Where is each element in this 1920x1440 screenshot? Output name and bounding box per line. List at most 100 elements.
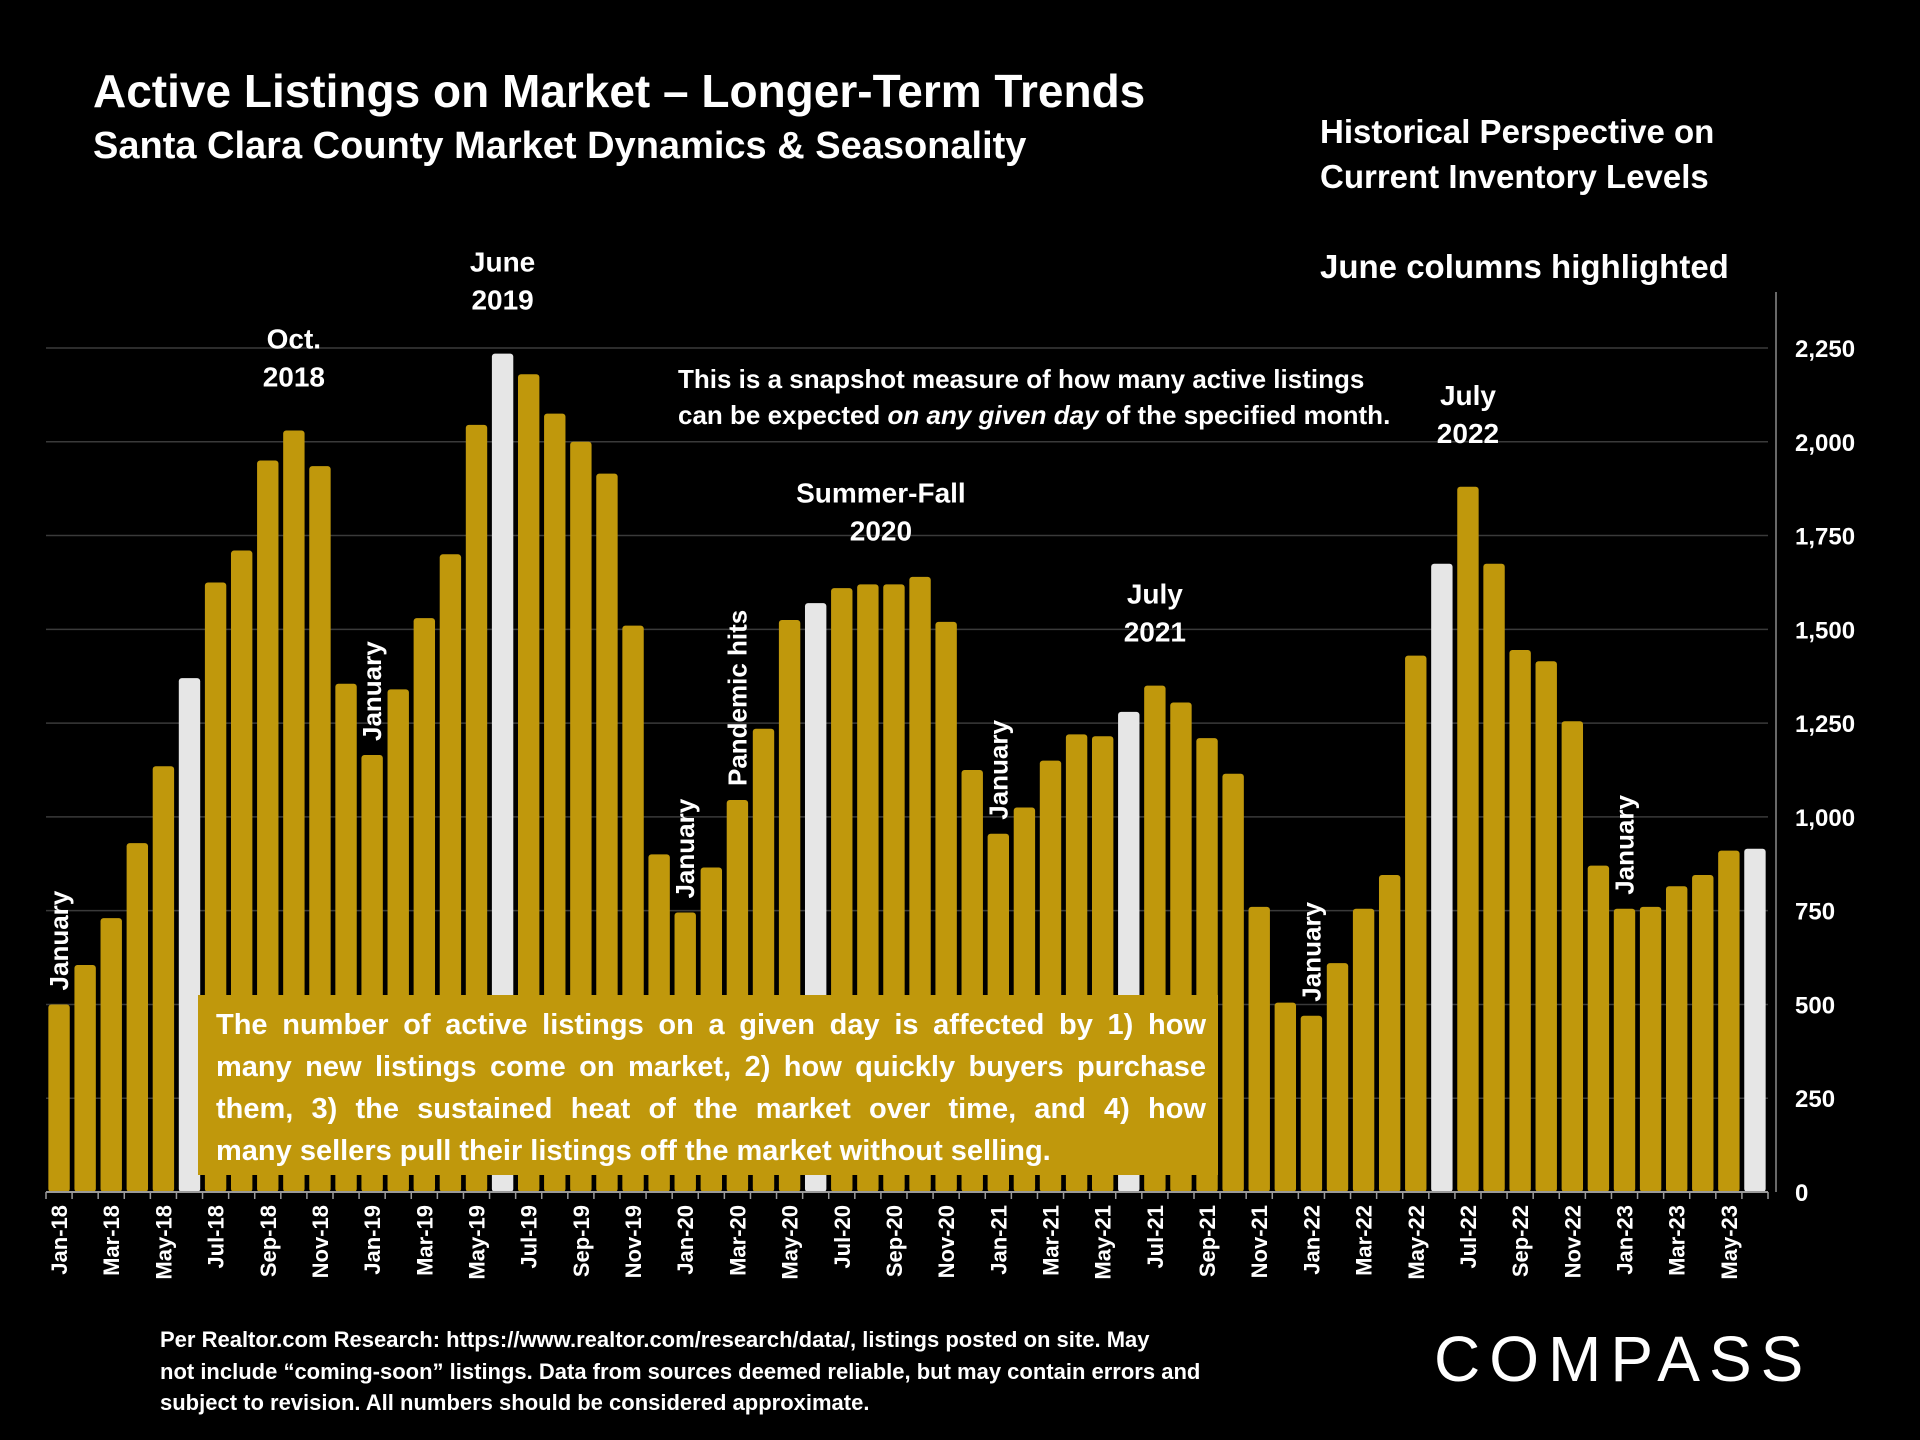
annotation-vertical: January — [983, 720, 1013, 820]
info-box-line-2: many new listings come on market, 2) how… — [216, 1051, 1206, 1083]
bar — [152, 766, 175, 1192]
x-tick-label: Mar-21 — [1039, 1205, 1064, 1276]
bar — [1587, 865, 1610, 1192]
y-tick-label: 2,250 — [1795, 336, 1855, 363]
y-tick-label: 1,750 — [1795, 524, 1855, 551]
snapshot-note-emphasis: on any given day — [887, 400, 1099, 430]
source-note-line-2: not include “coming-soon” listings. Data… — [160, 1359, 1201, 1384]
x-tick-label: May-19 — [465, 1205, 490, 1280]
info-box-line-3: them, 3) the sustained heat of the marke… — [216, 1093, 1206, 1125]
x-tick-label: Sep-21 — [1195, 1205, 1220, 1277]
compass-logo: COMPASS — [1434, 1323, 1813, 1395]
peak-annotation-line-1: July — [1127, 579, 1183, 610]
peak-annotation-line-2: 2018 — [263, 362, 325, 393]
bar — [1483, 563, 1505, 1192]
x-tick-label: Jan-22 — [1299, 1205, 1324, 1275]
y-tick-label: 500 — [1795, 992, 1835, 1019]
x-tick-label: Nov-21 — [1247, 1205, 1272, 1278]
bar — [1378, 875, 1401, 1192]
snapshot-note-line-1: This is a snapshot measure of how many a… — [678, 364, 1365, 394]
bar — [1561, 721, 1584, 1192]
y-tick-label: 1,000 — [1795, 805, 1855, 832]
bar — [1248, 906, 1270, 1192]
x-tick-label: Jul-19 — [517, 1205, 542, 1269]
bar — [1300, 1015, 1323, 1192]
x-tick-label: May-18 — [151, 1205, 176, 1280]
x-tick-label: Jan-23 — [1613, 1205, 1638, 1275]
annotation-vertical: January — [1610, 795, 1640, 895]
x-tick-label: Mar-20 — [725, 1205, 750, 1276]
y-tick-label: 0 — [1795, 1180, 1808, 1207]
highlighted-june-bar — [1744, 848, 1766, 1192]
info-box-line-4: many sellers pull their listings off the… — [216, 1135, 1051, 1167]
bar — [126, 843, 149, 1192]
x-tick-label: Jan-20 — [673, 1205, 698, 1275]
annotation-vertical: Pandemic hits — [722, 610, 752, 786]
bar — [1274, 1002, 1297, 1192]
x-tick-label: Mar-18 — [99, 1205, 124, 1276]
peak-annotation-line-2: 2020 — [850, 515, 912, 546]
peak-annotation-line-1: July — [1440, 380, 1496, 411]
x-tick-label: Jan-21 — [986, 1205, 1011, 1275]
x-tick-label: Sep-20 — [882, 1205, 907, 1277]
annotation-vertical: January — [44, 890, 74, 990]
snapshot-note-pre: can be expected — [678, 400, 888, 430]
x-tick-label: May-21 — [1091, 1205, 1116, 1280]
annotation-vertical: January — [357, 641, 387, 741]
source-note-line-3: subject to revision. All numbers should … — [160, 1390, 870, 1415]
peak-annotation-line-2: 2021 — [1124, 617, 1186, 648]
x-tick-label: Nov-18 — [308, 1205, 333, 1278]
bar — [1692, 875, 1714, 1192]
x-tick-label: Sep-19 — [569, 1205, 594, 1277]
x-tick-label: May-23 — [1717, 1205, 1742, 1280]
side-text-line-1: Historical Perspective on — [1320, 113, 1715, 150]
bar — [1509, 649, 1531, 1192]
y-tick-label: 1,250 — [1795, 711, 1855, 738]
bar — [48, 1004, 70, 1192]
x-tick-label: Sep-22 — [1508, 1205, 1533, 1277]
x-tick-label: Jul-21 — [1143, 1205, 1168, 1269]
y-tick-label: 1,500 — [1795, 617, 1855, 644]
x-tick-label: Jan-18 — [47, 1205, 72, 1275]
x-tick-label: May-22 — [1404, 1205, 1429, 1280]
bar — [517, 374, 540, 1192]
side-text-line-2: Current Inventory Levels — [1320, 158, 1709, 195]
snapshot-note-post: of the specified month. — [1098, 400, 1391, 430]
peak-annotation-line-1: Summer-Fall — [796, 477, 966, 508]
bar — [1405, 655, 1427, 1192]
bar — [1352, 908, 1375, 1192]
highlighted-june-bar — [491, 353, 514, 1192]
highlighted-june-bar — [1431, 563, 1453, 1192]
x-tick-label: Nov-19 — [621, 1205, 646, 1278]
x-tick-label: May-20 — [778, 1205, 803, 1280]
bar — [1613, 908, 1636, 1192]
source-note-line-1: Per Realtor.com Research: https://www.re… — [160, 1327, 1150, 1352]
info-box: The number of active listings on a given… — [198, 995, 1218, 1175]
y-tick-label: 250 — [1795, 1086, 1835, 1113]
chart-title: Active Listings on Market – Longer-Term … — [93, 65, 1146, 117]
peak-annotation-line-2: 2022 — [1437, 418, 1499, 449]
bar — [1326, 963, 1349, 1192]
x-tick-label: Mar-23 — [1665, 1205, 1690, 1276]
x-tick-label: Nov-22 — [1560, 1205, 1585, 1278]
x-tick-label: Jul-20 — [830, 1205, 855, 1269]
y-tick-label: 750 — [1795, 899, 1835, 926]
chart-subtitle: Santa Clara County Market Dynamics & Sea… — [93, 125, 1027, 167]
bar — [74, 965, 96, 1192]
x-tick-label: Mar-19 — [412, 1205, 437, 1276]
snapshot-note-line-2: can be expected on any given day of the … — [678, 400, 1390, 431]
bar — [1639, 906, 1662, 1192]
peak-annotation-line-1: June — [470, 247, 535, 278]
x-tick-label: Sep-18 — [256, 1205, 281, 1277]
x-tick-label: Jul-18 — [204, 1205, 229, 1269]
highlight-legend-text: June columns highlighted — [1320, 248, 1729, 285]
bar — [1718, 850, 1740, 1192]
bar — [1457, 486, 1479, 1192]
y-tick-label: 2,000 — [1795, 430, 1855, 457]
bar — [1535, 661, 1557, 1192]
x-tick-label: Nov-20 — [934, 1205, 959, 1278]
bar — [1665, 886, 1688, 1192]
peak-annotation-line-2: 2019 — [471, 285, 533, 316]
annotation-vertical: January — [670, 798, 700, 898]
